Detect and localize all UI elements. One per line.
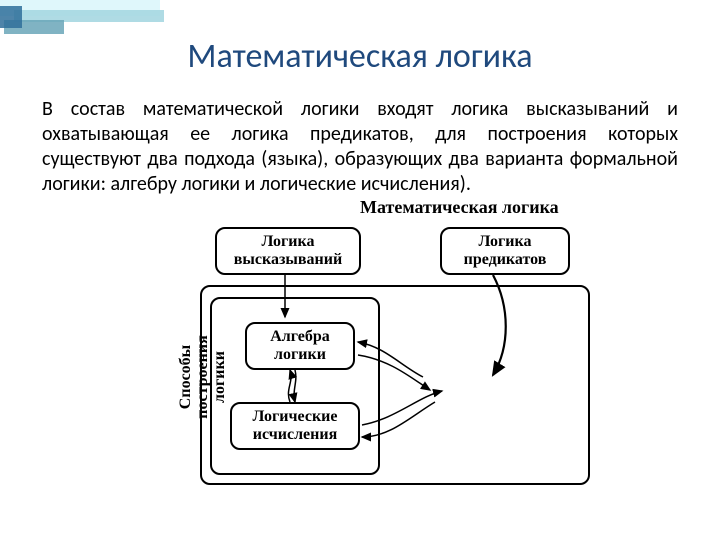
decor-block [0,6,22,28]
body-paragraph: В состав математической логики входят ло… [0,97,720,197]
box-algebra: Алгебра логики [245,322,355,370]
diagram-region: Математическая логика Логика высказывани… [130,197,590,487]
box-predicates: Логика предикатов [440,227,570,275]
box-algebra-label: Алгебра логики [247,328,353,363]
box-predicates-label: Логика предикатов [442,233,568,268]
box-statements: Логика высказываний [215,227,361,275]
box-statements-label: Логика высказываний [217,233,359,268]
diagram-header: Математическая логика [360,197,559,218]
corner-decor [0,0,200,50]
box-calculus: Логические исчисления [230,402,360,450]
box-calculus-label: Логические исчисления [232,408,358,443]
